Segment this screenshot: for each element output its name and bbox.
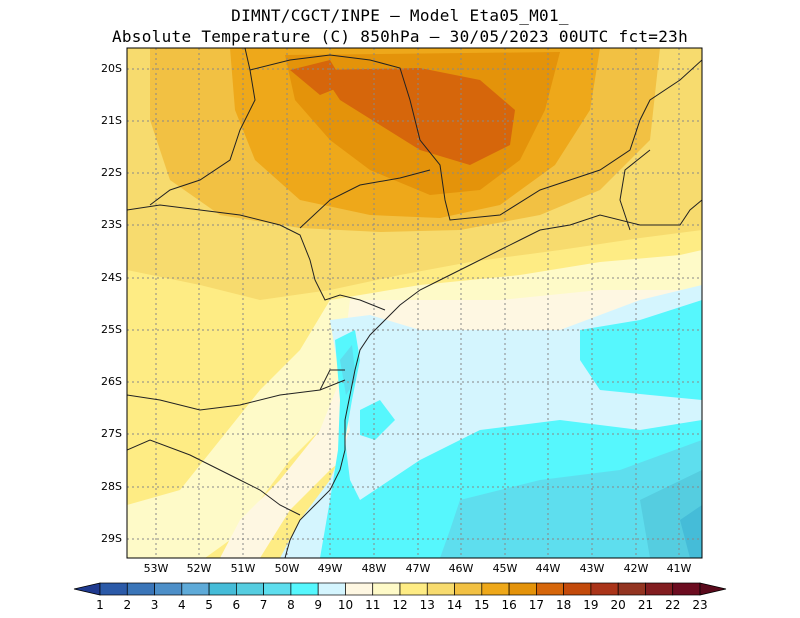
colorbar-cell — [426, 582, 455, 596]
colorbar-cell — [372, 582, 401, 596]
lat-label: 21S — [101, 114, 122, 127]
colorbar-label: 22 — [665, 598, 681, 612]
lon-label: 51W — [230, 562, 256, 575]
lon-label: 45W — [492, 562, 518, 575]
colorbar-cell — [99, 582, 128, 596]
lat-label: 28S — [101, 480, 122, 493]
colorbar-label: 23 — [692, 598, 708, 612]
colorbar-arrow-high — [699, 582, 727, 596]
colorbar-cell — [672, 582, 701, 596]
colorbar-cell — [126, 582, 155, 596]
colorbar-label: 3 — [150, 598, 159, 612]
political-boundaries — [127, 48, 702, 558]
lon-label: 46W — [448, 562, 474, 575]
map-frame — [126, 47, 703, 559]
lat-label: 20S — [101, 62, 122, 75]
lon-label: 52W — [186, 562, 212, 575]
colorbar-arrow-low — [73, 582, 101, 596]
lon-label: 49W — [317, 562, 343, 575]
colorbar-label: 19 — [583, 598, 599, 612]
colorbar-label: 11 — [365, 598, 381, 612]
lat-label: 27S — [101, 427, 122, 440]
colorbar-label: 2 — [123, 598, 132, 612]
colorbar-cell — [617, 582, 646, 596]
colorbar-label: 5 — [205, 598, 213, 612]
colorbar-cell — [563, 582, 592, 596]
lon-label: 44W — [535, 562, 561, 575]
colorbar-label: 6 — [232, 598, 241, 612]
colorbar-label: 18 — [555, 598, 572, 612]
colorbar-cell — [181, 582, 210, 596]
lat-label: 23S — [101, 218, 122, 231]
colorbar-label: 21 — [637, 598, 654, 612]
lat-label: 24S — [101, 271, 122, 284]
lon-label: 50W — [274, 562, 300, 575]
colorbar-label: 4 — [177, 598, 186, 612]
colorbar-cell — [236, 582, 264, 596]
lon-label: 48W — [361, 562, 387, 575]
colorbar-label: 12 — [392, 598, 408, 612]
lat-label: 22S — [101, 166, 122, 179]
title-line-2: Absolute Temperature (C) 850hPa – 30/05/… — [111, 27, 689, 46]
graticule — [127, 48, 702, 558]
colorbar-cell — [317, 582, 346, 596]
colorbar-cell — [454, 582, 483, 596]
colorbar-label: 14 — [446, 598, 463, 612]
lon-label: 43W — [579, 562, 605, 575]
colorbar-cell — [263, 582, 292, 596]
colorbar-label: 8 — [287, 598, 295, 612]
lon-label: 42W — [623, 562, 649, 575]
lat-label: 29S — [101, 532, 122, 545]
colorbar-cell — [208, 582, 237, 596]
lon-label: 47W — [405, 562, 431, 575]
colorbar-label: 10 — [337, 598, 354, 612]
colorbar-cell — [481, 582, 510, 596]
colorbar-label: 17 — [528, 598, 544, 612]
lon-label: 41W — [666, 562, 692, 575]
colorbar-label: 13 — [419, 598, 435, 612]
lon-label: 53W — [143, 562, 169, 575]
colorbar-cell — [645, 582, 674, 596]
colorbar-cell — [345, 582, 374, 596]
colorbar-label: 20 — [610, 598, 626, 612]
colorbar-cell — [536, 582, 564, 596]
colorbar-cell — [154, 582, 183, 596]
title-line-1: DIMNT/CGCT/INPE – Model Eta05_M01_ — [231, 6, 569, 25]
colorbar-label: 9 — [314, 598, 322, 612]
colorbar-label: 15 — [474, 598, 490, 612]
lat-label: 25S — [101, 323, 122, 336]
lat-label: 26S — [101, 375, 122, 388]
colorbar-cell — [399, 582, 428, 596]
colorbar-label: 1 — [96, 598, 104, 612]
colorbar-cell — [508, 582, 537, 596]
colorbar-cell — [290, 582, 319, 596]
colorbar-label: 16 — [501, 598, 517, 612]
colorbar-cell — [590, 582, 619, 596]
colorbar-label: 7 — [259, 598, 268, 612]
